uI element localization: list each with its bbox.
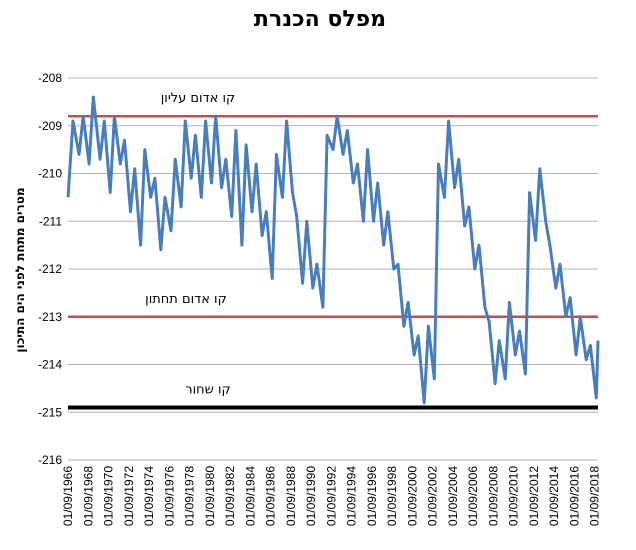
series-line bbox=[66, 95, 600, 405]
x-tick-label: 01/09/1988 bbox=[284, 466, 298, 526]
reference-line-label: קו שחור bbox=[185, 382, 230, 397]
x-tick-label: 01/09/2002 bbox=[426, 466, 440, 526]
x-tick-label: 01/09/1966 bbox=[61, 466, 75, 526]
x-tick-label: 01/09/2016 bbox=[567, 466, 581, 526]
x-tick-label: 01/09/1990 bbox=[304, 466, 318, 526]
x-tick-label: 01/09/1980 bbox=[203, 466, 217, 526]
x-tick-label: 01/09/2000 bbox=[405, 466, 419, 526]
x-tick-label: 01/09/1992 bbox=[324, 466, 338, 526]
x-tick-label: 01/09/1976 bbox=[162, 466, 176, 526]
x-tick-label: 01/09/1978 bbox=[183, 466, 197, 526]
x-tick-label: 01/09/1998 bbox=[385, 466, 399, 526]
x-tick-label: 01/09/2008 bbox=[486, 466, 500, 526]
reference-line-label: קו אדום עליון bbox=[161, 91, 236, 106]
x-tick-label: 01/09/1968 bbox=[81, 466, 95, 526]
x-tick-label: 01/09/1982 bbox=[223, 466, 237, 526]
y-axis-label: מטרים מתחת לפני הים התיכון bbox=[13, 187, 27, 352]
x-tick-label: 01/09/2004 bbox=[446, 466, 460, 526]
series-layer bbox=[66, 95, 600, 405]
x-tick-label: 01/09/1986 bbox=[264, 466, 278, 526]
y-tick-label: -211 bbox=[39, 214, 62, 228]
x-tick-label: 01/09/1970 bbox=[102, 466, 116, 526]
reference-line-label: קו אדום תחתון bbox=[145, 292, 227, 307]
x-tick-label: 01/09/2012 bbox=[527, 466, 541, 526]
x-tick-label: 01/09/1972 bbox=[122, 466, 136, 526]
x-tick-label: 01/09/1984 bbox=[243, 466, 257, 526]
y-tick-label: -212 bbox=[38, 262, 62, 276]
x-tick-labels: 01/09/1966 01/09/1968 01/09/1970 01/09/1972… bbox=[61, 466, 602, 526]
y-tick-label: -208 bbox=[38, 71, 62, 85]
y-tick-label: -210 bbox=[38, 167, 62, 181]
y-tick-label: -213 bbox=[38, 310, 62, 324]
gridlines bbox=[68, 77, 598, 461]
y-tick-label: -209 bbox=[38, 119, 62, 133]
chart-title: מפלס הכנרת bbox=[254, 7, 386, 32]
x-tick-label: 01/09/1974 bbox=[142, 466, 156, 526]
y-tick-labels: -208 -209 -210 -211 -212 -213 -214 -215 -216 bbox=[38, 71, 62, 467]
y-tick-label: -216 bbox=[38, 453, 62, 467]
x-tick-label: 01/09/1994 bbox=[345, 466, 359, 526]
x-tick-label: 01/09/2006 bbox=[466, 466, 480, 526]
y-tick-label: -215 bbox=[38, 405, 62, 419]
x-tick-label: 01/09/2010 bbox=[507, 466, 521, 526]
x-tick-label: 01/09/2018 bbox=[588, 466, 602, 526]
x-tick-label: 01/09/2014 bbox=[547, 466, 561, 526]
x-tick-label: 01/09/1996 bbox=[365, 466, 379, 526]
y-tick-label: -214 bbox=[38, 358, 62, 372]
